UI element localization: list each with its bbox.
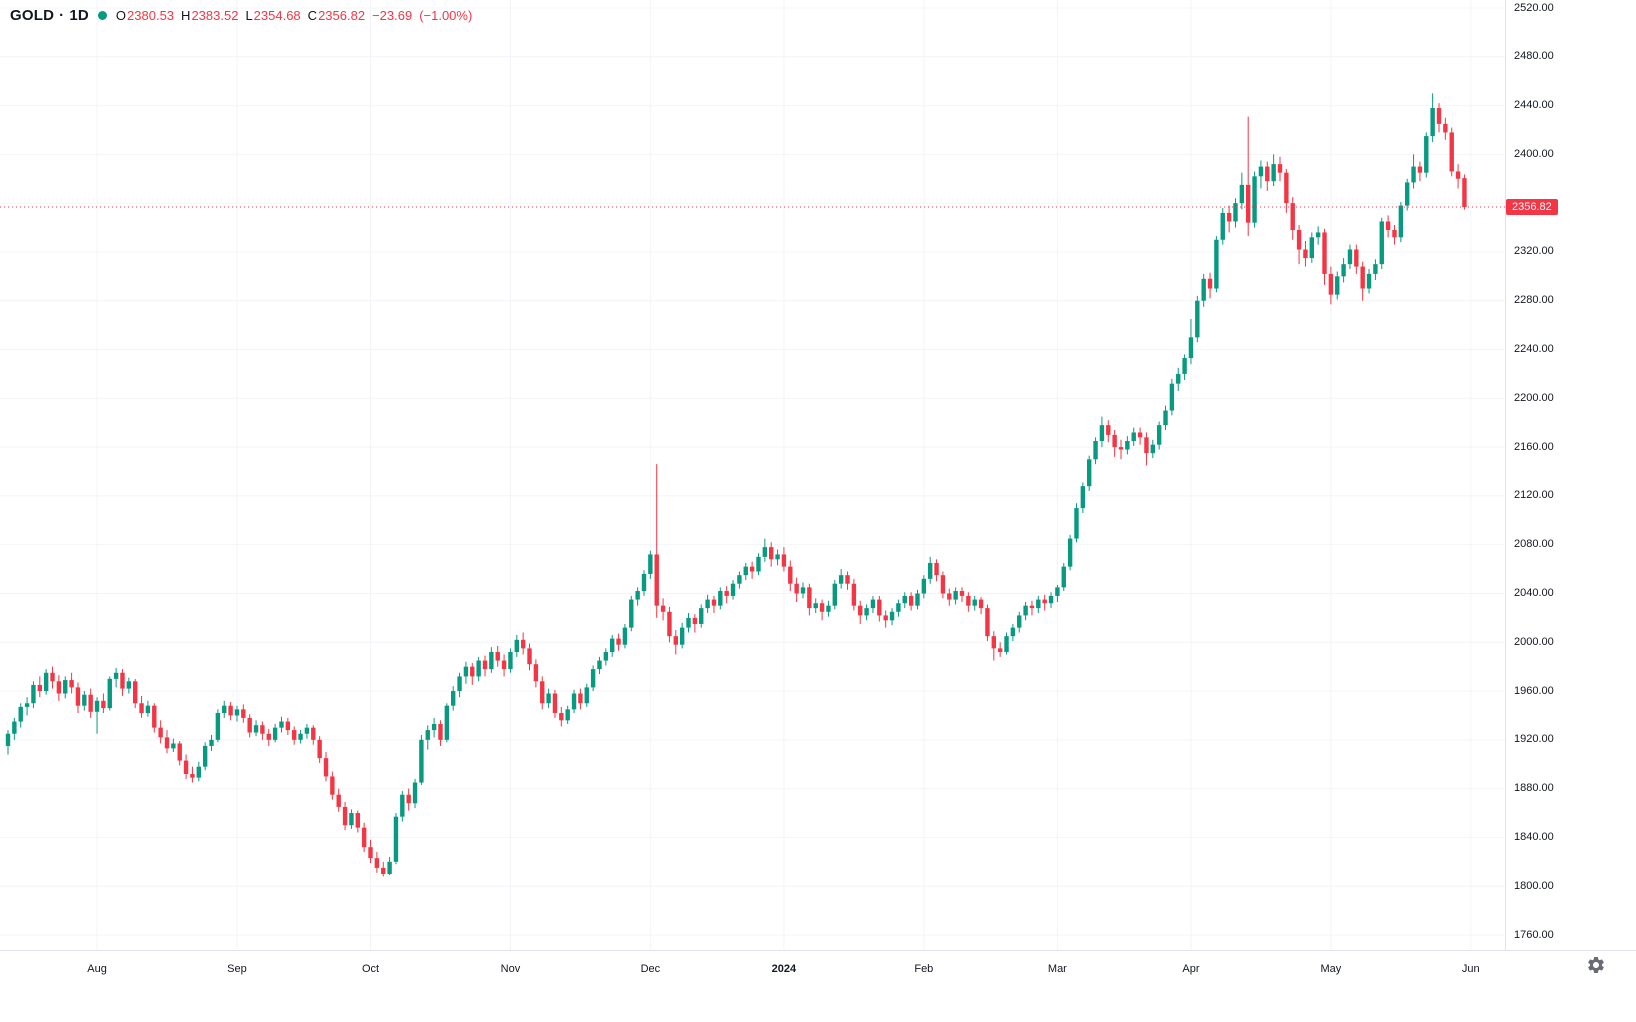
market-status-icon <box>97 11 107 20</box>
change-percent: (−1.00%) <box>419 8 473 23</box>
price-tick-label: 1840.00 <box>1514 830 1554 843</box>
open-value: O2380.53 <box>115 8 175 23</box>
time-tick-label: Feb <box>914 963 934 975</box>
time-axis[interactable]: Aug Sep Oct Nov Dec 2024 Feb Mar Apr May Jun <box>0 950 1636 1022</box>
price-tick-label: 2040.00 <box>1514 586 1554 599</box>
price-tick-label: 2520.00 <box>1514 1 1554 14</box>
price-tick-label: 2280.00 <box>1514 294 1554 307</box>
price-tick-label: 1960.00 <box>1514 684 1554 697</box>
ohlc-values: O2380.53 H2383.52 L2354.68 C2356.82 −23.… <box>116 8 472 23</box>
close-value: C2356.82 <box>307 8 366 23</box>
price-tick-label: 1800.00 <box>1514 879 1554 892</box>
price-tick-label: 2200.00 <box>1514 391 1554 404</box>
time-tick-label: Mar <box>1047 963 1067 975</box>
time-tick-label: May <box>1320 963 1342 975</box>
time-tick-label: Apr <box>1182 963 1200 975</box>
price-axis[interactable]: 2520.00 2480.00 2440.00 2400.00 2320.00 2280.… <box>1505 0 1636 950</box>
candles-layer[interactable] <box>5 93 1467 877</box>
time-tick-label: Sep <box>227 963 247 975</box>
time-tick-label: Jun <box>1461 963 1480 975</box>
high-value: H2383.52 <box>181 8 239 23</box>
gear-icon <box>1588 957 1604 973</box>
time-tick-label: Aug <box>87 963 107 975</box>
symbol-name: GOLD <box>10 7 55 24</box>
price-tick-label: 2160.00 <box>1514 440 1554 453</box>
time-tick-label: Dec <box>640 963 661 975</box>
price-tick-label: 2400.00 <box>1514 147 1554 160</box>
price-tick-label: 2240.00 <box>1514 343 1554 356</box>
change-value: −23.69 <box>372 8 413 23</box>
price-tick-label: 2440.00 <box>1514 99 1554 112</box>
time-tick-label: Oct <box>361 963 380 975</box>
price-tick-label: 2120.00 <box>1514 489 1554 502</box>
grid-layer <box>0 0 1505 950</box>
price-tick-label: 2480.00 <box>1514 50 1554 63</box>
price-tick-label: 2000.00 <box>1514 635 1554 648</box>
price-tick-label: 2320.00 <box>1514 245 1554 258</box>
interval-label: 1D <box>69 7 89 24</box>
price-tick-label: 2080.00 <box>1514 538 1554 551</box>
symbol-interval-separator: · <box>59 7 65 24</box>
price-tick-label: 1920.00 <box>1514 733 1554 746</box>
last-price-badge: 2356.82 <box>1506 198 1558 215</box>
time-tick-label: 2024 <box>771 963 797 975</box>
chart-legend: GOLD · 1D O2380.53 H2383.52 L2354.68 C23… <box>10 7 472 24</box>
price-tick-label: 1880.00 <box>1514 782 1554 795</box>
price-tick-label: 1760.00 <box>1514 928 1554 941</box>
time-tick-label: Nov <box>500 963 521 975</box>
symbol-title[interactable]: GOLD · 1D <box>10 7 89 24</box>
low-value: L2354.68 <box>245 8 301 23</box>
time-axis-settings-button[interactable] <box>1586 955 1606 975</box>
